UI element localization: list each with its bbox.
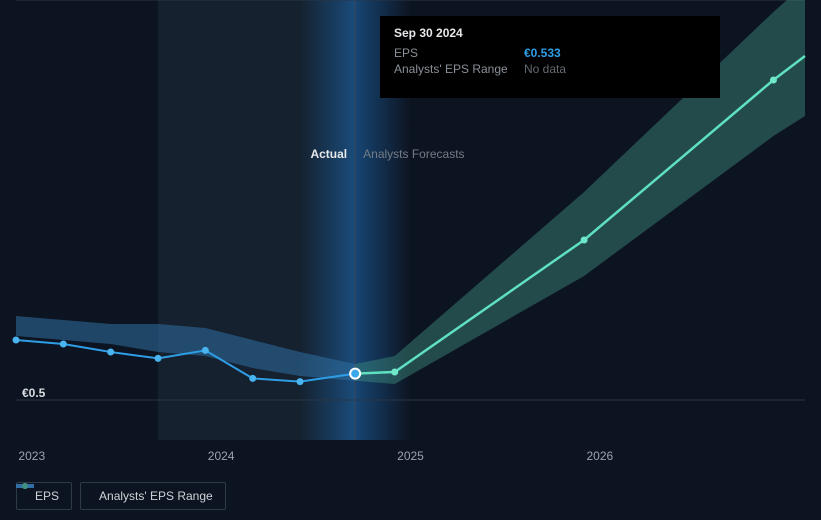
tooltip-key-range: Analysts' EPS Range: [394, 62, 524, 76]
tooltip-val-eps: €0.533: [524, 46, 561, 60]
eps-forecast-point[interactable]: [770, 77, 777, 84]
eps-actual-point[interactable]: [13, 337, 20, 344]
legend-item-range[interactable]: Analysts' EPS Range: [80, 482, 226, 510]
svg-text:Actual: Actual: [310, 147, 347, 161]
eps-actual-point[interactable]: [155, 355, 162, 362]
hover-tooltip: Sep 30 2024 EPS €0.533 Analysts' EPS Ran…: [380, 16, 720, 98]
tooltip-key-eps: EPS: [394, 46, 524, 60]
eps-actual-point[interactable]: [107, 349, 114, 356]
eps-forecast-point[interactable]: [391, 369, 398, 376]
legend: EPS Analysts' EPS Range: [16, 482, 226, 510]
svg-text:Analysts Forecasts: Analysts Forecasts: [363, 147, 464, 161]
eps-actual-point[interactable]: [202, 347, 209, 354]
eps-actual-point[interactable]: [297, 378, 304, 385]
svg-text:2024: 2024: [208, 449, 235, 463]
eps-forecast-point[interactable]: [581, 237, 588, 244]
svg-text:2025: 2025: [397, 449, 424, 463]
eps-actual-point[interactable]: [249, 375, 256, 382]
tooltip-val-range: No data: [524, 62, 566, 76]
legend-label-range: Analysts' EPS Range: [99, 489, 213, 503]
legend-label-eps: EPS: [35, 489, 59, 503]
hover-marker: [350, 369, 360, 379]
svg-text:2026: 2026: [587, 449, 614, 463]
tooltip-date: Sep 30 2024: [394, 26, 706, 40]
svg-text:€0.5: €0.5: [22, 386, 46, 400]
svg-text:2023: 2023: [18, 449, 45, 463]
eps-actual-point[interactable]: [60, 341, 67, 348]
